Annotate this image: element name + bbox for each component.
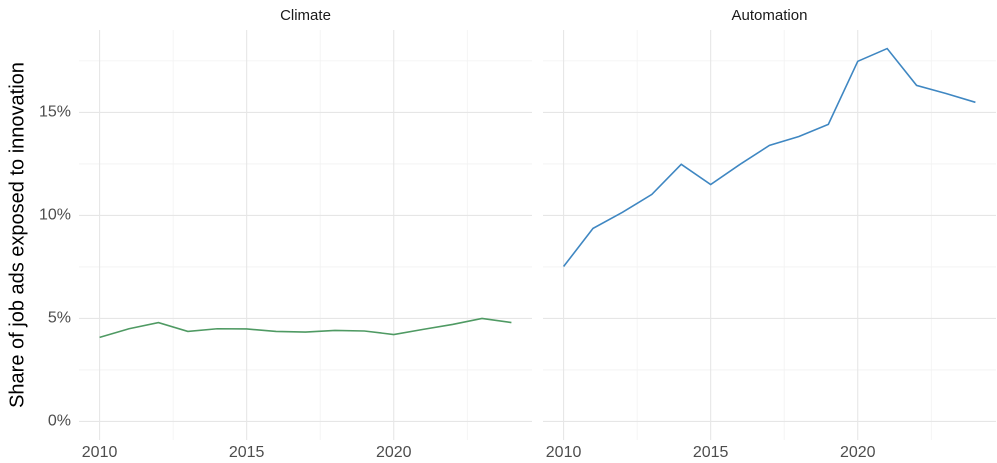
x-tick-label: 2010 bbox=[82, 444, 118, 461]
x-tick-label: 2010 bbox=[546, 444, 582, 461]
series-line bbox=[562, 47, 976, 268]
series-line bbox=[99, 317, 512, 339]
y-tick-label: 10% bbox=[39, 207, 71, 224]
panel-title: Automation bbox=[732, 7, 808, 24]
x-tick-label: 2015 bbox=[229, 444, 265, 461]
y-tick-label: 0% bbox=[48, 413, 71, 430]
y-tick-label: 5% bbox=[48, 310, 71, 327]
y-axis-label: Share of job ads exposed to innovation bbox=[6, 62, 28, 408]
panel-title: Climate bbox=[280, 7, 331, 24]
x-tick-label: 2015 bbox=[693, 444, 729, 461]
x-tick-label: 2020 bbox=[376, 444, 412, 461]
y-tick-label: 15% bbox=[39, 104, 71, 121]
x-tick-label: 2020 bbox=[840, 444, 876, 461]
